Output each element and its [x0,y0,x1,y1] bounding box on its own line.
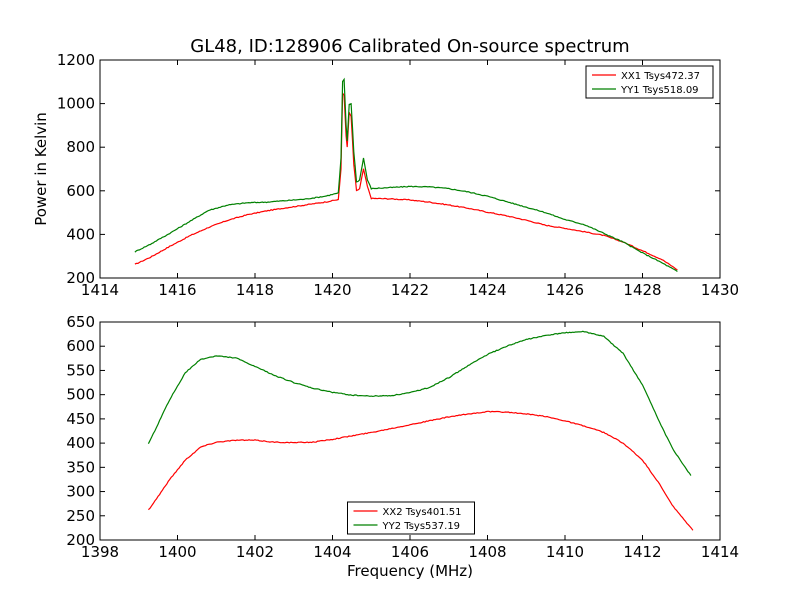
bottom-plot-panel: 1398 1400 1402 1404 1406 1408 1410 1412 1414 200 2… [66,313,739,561]
bottom-y-tick-label: 550 [66,361,95,379]
bottom-x-tick-label: 1398 [81,543,119,561]
top-series-line-1 [134,91,678,271]
bottom-y-tick-label: 200 [66,531,95,549]
top-x-tick-label: 1424 [468,281,506,299]
top-legend-label-2: YY1 Tsys518.09 [620,85,699,96]
chart-title: GL48, ID:128906 Calibrated On-source spe… [190,36,629,57]
bottom-legend-label-1: XX2 Tsys401.51 [383,507,462,518]
bottom-y-tick-label: 400 [66,434,95,452]
bottom-x-tick-label: 1410 [546,543,584,561]
bottom-x-axis-label: Frequency (MHz) [347,562,473,580]
bottom-y-tick-label: 650 [66,313,95,331]
bottom-legend-box [347,501,475,535]
bottom-series-line-1 [147,410,694,531]
top-y-tick-label: 1200 [57,51,95,69]
top-plot-panel: 1414 1416 1418 1420 1422 1424 1426 1428 1430 200 4… [57,51,739,299]
bottom-series-line-2 [147,330,692,476]
top-y-tick-label: 400 [66,225,95,243]
top-x-tick-label: 1416 [158,281,196,299]
top-x-tick-label: 1428 [623,281,661,299]
bottom-x-tick-label: 1414 [701,543,739,561]
bottom-legend-label-2: YY2 Tsys537.19 [382,521,461,532]
bottom-y-tick-label: 300 [66,483,95,501]
top-legend-label-1: XX1 Tsys472.37 [621,71,700,82]
top-x-tick-label: 1420 [313,281,351,299]
bottom-x-tick-label: 1400 [158,543,196,561]
top-y-axis-label: Power in Kelvin [32,112,50,226]
top-x-tick-label: 1426 [546,281,584,299]
bottom-y-tick-label: 500 [66,386,95,404]
bottom-y-tick-label: 250 [66,507,95,525]
bottom-x-tick-label: 1412 [623,543,661,561]
top-x-tick-label: 1418 [236,281,274,299]
top-y-tick-label: 800 [66,138,95,156]
top-series-line-2 [134,77,678,272]
bottom-y-tick-label: 600 [66,337,95,355]
bottom-x-tick-label: 1404 [313,543,351,561]
top-legend: XX1 Tsys472.37 YY1 Tsys518.09 [585,65,714,99]
bottom-y-tick-label: 350 [66,458,95,476]
top-y-tick-label: 600 [66,182,95,200]
bottom-x-tick-label: 1408 [468,543,506,561]
top-y-tick-label: 1000 [57,95,95,113]
top-x-tick-label: 1422 [391,281,429,299]
top-x-tick-label: 1414 [81,281,119,299]
top-x-tick-label: 1430 [701,281,739,299]
bottom-x-tick-label: 1402 [236,543,274,561]
bottom-y-tick-label: 450 [66,410,95,428]
bottom-x-tick-label: 1406 [391,543,429,561]
bottom-legend: XX2 Tsys401.51 YY2 Tsys537.19 [347,501,475,535]
top-y-tick-label: 200 [66,269,95,287]
top-legend-box [585,65,714,99]
